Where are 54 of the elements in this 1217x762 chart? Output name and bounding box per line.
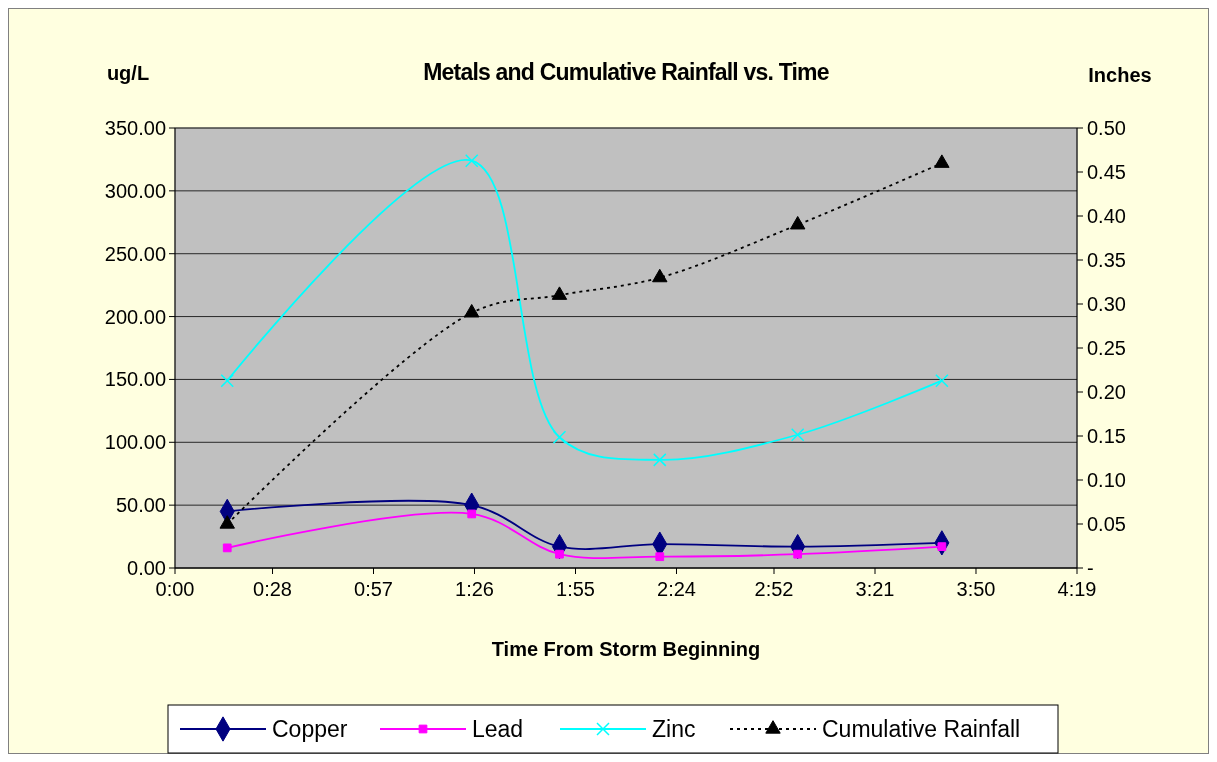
point — [655, 552, 665, 562]
y2-tick-label: 0.35 — [1087, 249, 1126, 271]
point — [551, 286, 568, 300]
y2-tick-label: 0.20 — [1087, 381, 1126, 403]
y2-tick-label: - — [1087, 557, 1094, 579]
x-tick-label: 0:57 — [354, 578, 393, 600]
y-tick-label: 350.00 — [104, 117, 166, 139]
y2-tick-label: 0.30 — [1087, 293, 1126, 315]
legend-label: Copper — [272, 716, 348, 743]
chart-title: Metals and Cumulative Rainfall vs. Time — [423, 59, 829, 85]
y-tick-label: 50.00 — [115, 494, 166, 517]
point — [789, 215, 806, 230]
point — [464, 303, 480, 318]
x-axis-title: Time From Storm Beginning — [491, 638, 761, 660]
y-tick-label: 150.00 — [104, 368, 166, 391]
point — [220, 373, 234, 388]
x-tick-label: 2:24 — [657, 578, 696, 600]
point — [790, 427, 805, 442]
point — [552, 430, 567, 445]
y2-tick-label: 0.15 — [1087, 425, 1126, 447]
y-axis-title: ug/L — [106, 62, 150, 84]
y2-tick-label: 0.25 — [1087, 337, 1126, 359]
y2-tick-label: 0.05 — [1087, 513, 1126, 535]
y-tick-label: 200.00 — [104, 305, 166, 328]
point — [934, 154, 950, 168]
y2-axis-title: Inches — [1088, 64, 1152, 86]
y-tick-label: 250.00 — [104, 242, 166, 265]
point — [222, 543, 232, 553]
legend-label: Lead — [472, 716, 524, 743]
x-tick-label: 3:50 — [956, 578, 996, 600]
y2-tick-label: 0.45 — [1087, 161, 1126, 183]
y2-tick-label: 0.50 — [1087, 117, 1126, 139]
y-tick-label: 0.00 — [127, 557, 166, 579]
point — [935, 373, 949, 388]
x-tick-label: 1:55 — [556, 578, 595, 600]
x-tick-label: 1:26 — [455, 578, 494, 600]
point — [652, 268, 668, 283]
point — [653, 453, 667, 467]
point — [555, 549, 564, 559]
y-tick-label: 300.00 — [104, 179, 166, 202]
y2-tick-label: 0.10 — [1087, 469, 1126, 491]
x-tick-label: 0:00 — [155, 578, 195, 600]
y2-tick-label: 0.40 — [1087, 205, 1126, 227]
y-tick-label: 100.00 — [104, 431, 166, 454]
legend-label: Zinc — [652, 716, 696, 743]
point — [467, 509, 477, 519]
point — [793, 549, 803, 559]
x-tick-label: 0:28 — [253, 578, 292, 600]
x-tick-label: 4:19 — [1057, 578, 1097, 600]
legend-label: Cumulative Rainfall — [822, 716, 1021, 743]
point — [464, 153, 479, 168]
x-tick-label: 2:52 — [754, 578, 794, 600]
point — [219, 515, 235, 529]
x-tick-label: 3:21 — [855, 578, 895, 600]
